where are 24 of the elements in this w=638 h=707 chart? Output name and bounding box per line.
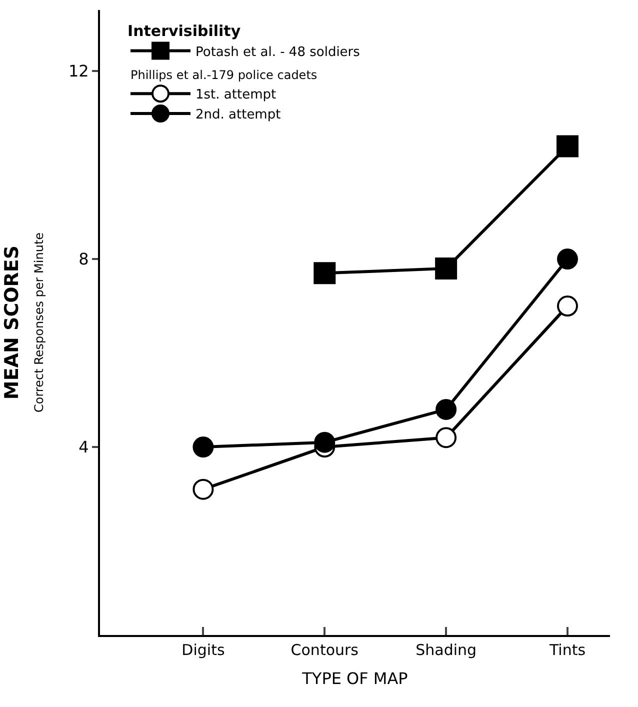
point	[556, 135, 578, 158]
x-tick-label: Shading	[416, 641, 477, 659]
point	[557, 296, 578, 317]
x-axis-title: TYPE OF MAP	[301, 669, 408, 688]
point	[557, 248, 578, 270]
y-tick-label: 8	[78, 250, 89, 269]
point	[314, 432, 336, 453]
point	[192, 436, 214, 458]
point	[436, 398, 457, 420]
legend-label: Potash et al. - 48 soldiers	[196, 44, 360, 60]
y-tick-label: 12	[68, 62, 89, 81]
x-tick-label: Contours	[290, 641, 359, 659]
y-axis-title: MEAN SCORES Correct Responses per Minute	[1, 232, 46, 413]
x-tick-label: Digits	[182, 641, 225, 659]
legend-title: Intervisibility	[128, 22, 241, 40]
y-tick-label: 4	[78, 438, 89, 457]
point	[435, 257, 458, 280]
x-tick-label: Tints	[548, 641, 586, 659]
legend-label: 2nd. attempt	[196, 108, 281, 123]
point	[192, 478, 214, 500]
annotation: Phillips et al.-179 police cadets	[130, 68, 318, 82]
legend-label: 1st. attempt	[196, 88, 276, 103]
point	[436, 427, 457, 448]
point	[314, 262, 336, 284]
